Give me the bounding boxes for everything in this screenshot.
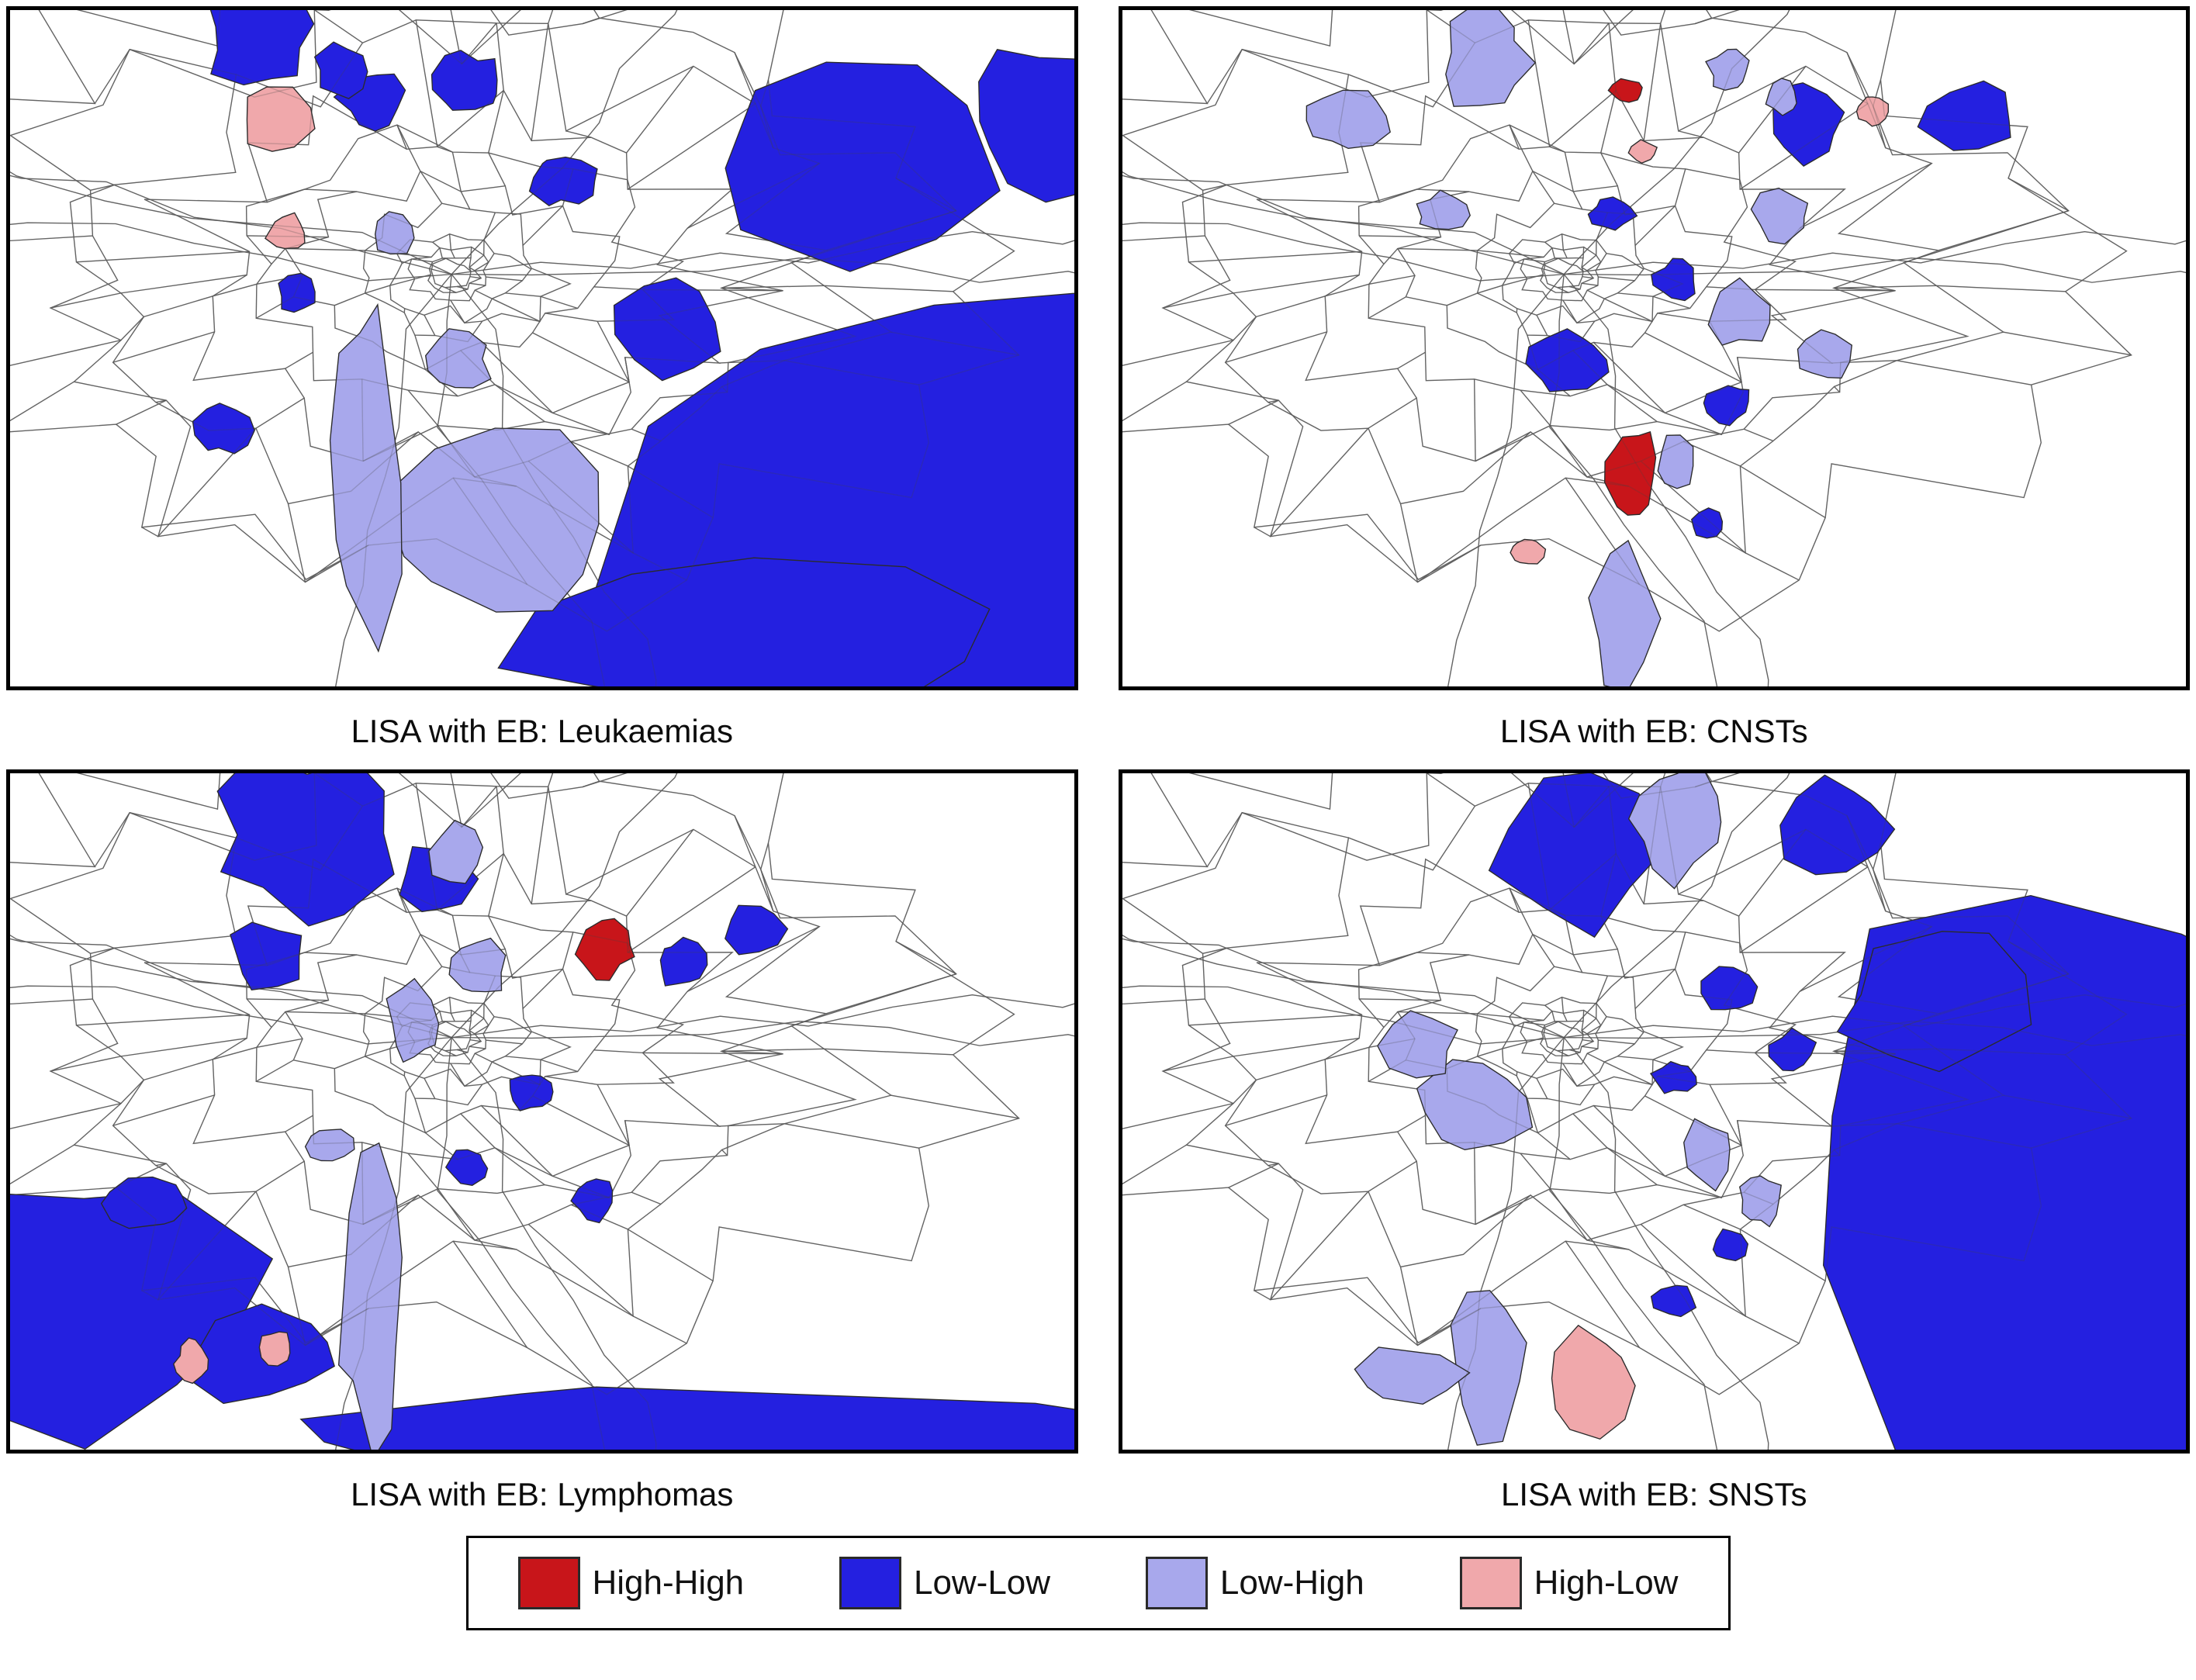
legend-swatch-low-high bbox=[1145, 1557, 1208, 1609]
legend-label-low-high: Low-High bbox=[1219, 1564, 1364, 1602]
map-grid: LISA with EB: Leukaemias LISA with EB: C… bbox=[6, 6, 2190, 1533]
panel-cnsts: LISA with EB: CNSTs bbox=[1118, 6, 2190, 769]
caption-leukaemias: LISA with EB: Leukaemias bbox=[351, 713, 734, 749]
legend-swatch-high-low bbox=[1459, 1557, 1522, 1609]
legend-label-high-low: High-Low bbox=[1534, 1564, 1679, 1602]
map-frame-lymphomas bbox=[6, 769, 1078, 1454]
legend-label-high-high: High-High bbox=[592, 1564, 745, 1602]
panel-snsts: LISA with EB: SNSTs bbox=[1118, 769, 2190, 1533]
legend-item-high-high: High-High bbox=[517, 1557, 745, 1609]
map-snsts bbox=[1122, 773, 2186, 1450]
map-leukaemias bbox=[10, 10, 1074, 686]
legend-swatch-low-low bbox=[839, 1557, 901, 1609]
legend-item-high-low: High-Low bbox=[1459, 1557, 1679, 1609]
caption-lymphomas: LISA with EB: Lymphomas bbox=[351, 1476, 734, 1512]
map-frame-cnsts bbox=[1118, 6, 2190, 690]
legend-item-low-low: Low-Low bbox=[839, 1557, 1050, 1609]
caption-cnsts: LISA with EB: CNSTs bbox=[1499, 713, 1808, 749]
caption-snsts: LISA with EB: SNSTs bbox=[1501, 1476, 1807, 1512]
legend-item-low-high: Low-High bbox=[1145, 1557, 1364, 1609]
panel-leukaemias: LISA with EB: Leukaemias bbox=[6, 6, 1078, 769]
map-frame-snsts bbox=[1118, 769, 2190, 1454]
legend-swatch-high-high bbox=[517, 1557, 580, 1609]
legend: High-High Low-Low Low-High High-Low bbox=[465, 1536, 1731, 1630]
map-cnsts bbox=[1122, 10, 2186, 686]
panel-lymphomas: LISA with EB: Lymphomas bbox=[6, 769, 1078, 1533]
legend-label-low-low: Low-Low bbox=[913, 1564, 1051, 1602]
lisa-cluster-figure: LISA with EB: Leukaemias LISA with EB: C… bbox=[6, 6, 2190, 1630]
map-frame-leukaemias bbox=[6, 6, 1078, 690]
map-lymphomas bbox=[10, 773, 1074, 1450]
